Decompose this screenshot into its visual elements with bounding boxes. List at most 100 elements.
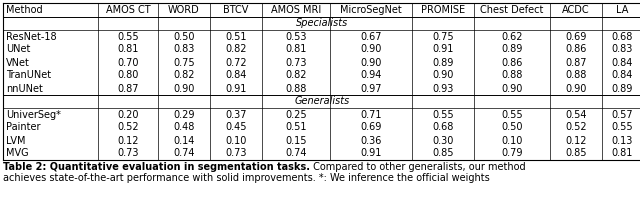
Text: 0.75: 0.75 xyxy=(432,31,454,41)
Text: ACDC: ACDC xyxy=(562,5,590,15)
Text: 0.86: 0.86 xyxy=(501,58,523,68)
Text: 0.29: 0.29 xyxy=(173,110,195,120)
Text: 0.82: 0.82 xyxy=(173,71,195,81)
Text: 0.10: 0.10 xyxy=(225,135,246,145)
Text: 0.82: 0.82 xyxy=(285,71,307,81)
Text: 0.75: 0.75 xyxy=(173,58,195,68)
Text: 0.62: 0.62 xyxy=(501,31,523,41)
Text: Method: Method xyxy=(6,5,43,15)
Text: 0.94: 0.94 xyxy=(360,71,381,81)
Text: 0.14: 0.14 xyxy=(173,135,195,145)
Text: 0.90: 0.90 xyxy=(360,44,381,54)
Text: UNet: UNet xyxy=(6,44,30,54)
Text: 0.55: 0.55 xyxy=(117,31,139,41)
Text: 0.89: 0.89 xyxy=(611,83,633,93)
Text: 0.91: 0.91 xyxy=(225,83,246,93)
Text: TranUNet: TranUNet xyxy=(6,71,51,81)
Text: 0.85: 0.85 xyxy=(432,149,454,159)
Text: 0.15: 0.15 xyxy=(285,135,307,145)
Text: 0.79: 0.79 xyxy=(501,149,523,159)
Text: 0.84: 0.84 xyxy=(611,58,633,68)
Text: 0.72: 0.72 xyxy=(225,58,247,68)
Text: PROMISE: PROMISE xyxy=(421,5,465,15)
Text: 0.55: 0.55 xyxy=(432,110,454,120)
Text: 0.55: 0.55 xyxy=(611,122,633,133)
Text: 0.71: 0.71 xyxy=(360,110,381,120)
Text: 0.70: 0.70 xyxy=(117,58,139,68)
Text: AMOS MRI: AMOS MRI xyxy=(271,5,321,15)
Text: 0.93: 0.93 xyxy=(432,83,454,93)
Text: 0.73: 0.73 xyxy=(225,149,247,159)
Text: 0.13: 0.13 xyxy=(611,135,633,145)
Text: 0.89: 0.89 xyxy=(432,58,454,68)
Text: 0.97: 0.97 xyxy=(360,83,381,93)
Text: 0.90: 0.90 xyxy=(501,83,523,93)
Text: 0.91: 0.91 xyxy=(360,149,381,159)
Text: 0.57: 0.57 xyxy=(611,110,633,120)
Text: 0.50: 0.50 xyxy=(501,122,523,133)
Text: Compared to other generalists, our method: Compared to other generalists, our metho… xyxy=(310,162,525,172)
Text: 0.53: 0.53 xyxy=(285,31,307,41)
Text: 0.91: 0.91 xyxy=(432,44,454,54)
Text: 0.87: 0.87 xyxy=(565,58,587,68)
Text: 0.54: 0.54 xyxy=(565,110,587,120)
Text: 0.88: 0.88 xyxy=(565,71,587,81)
Text: 0.83: 0.83 xyxy=(611,44,633,54)
Text: 0.69: 0.69 xyxy=(360,122,381,133)
Text: 0.88: 0.88 xyxy=(285,83,307,93)
Text: 0.51: 0.51 xyxy=(225,31,247,41)
Text: achieves state-of-the-art performance with solid improvements. *: We inference t: achieves state-of-the-art performance wi… xyxy=(3,173,490,183)
Text: VNet: VNet xyxy=(6,58,30,68)
Text: 0.20: 0.20 xyxy=(117,110,139,120)
Text: AMOS CT: AMOS CT xyxy=(106,5,150,15)
Text: 0.37: 0.37 xyxy=(225,110,247,120)
Text: 0.30: 0.30 xyxy=(432,135,454,145)
Text: Chest Defect: Chest Defect xyxy=(480,5,544,15)
Text: 0.90: 0.90 xyxy=(432,71,454,81)
Text: 0.80: 0.80 xyxy=(117,71,139,81)
Text: 0.82: 0.82 xyxy=(225,44,247,54)
Text: 0.68: 0.68 xyxy=(611,31,633,41)
Text: 0.85: 0.85 xyxy=(565,149,587,159)
Text: 0.52: 0.52 xyxy=(565,122,587,133)
Text: LVM: LVM xyxy=(6,135,26,145)
Text: 0.73: 0.73 xyxy=(285,58,307,68)
Text: MVG: MVG xyxy=(6,149,29,159)
Text: 0.25: 0.25 xyxy=(285,110,307,120)
Text: Specialists: Specialists xyxy=(296,19,349,29)
Text: 0.87: 0.87 xyxy=(117,83,139,93)
Text: UniverSeg*: UniverSeg* xyxy=(6,110,61,120)
Text: 0.84: 0.84 xyxy=(611,71,633,81)
Text: MicroSegNet: MicroSegNet xyxy=(340,5,402,15)
Text: Generalists: Generalists xyxy=(295,96,350,106)
Text: WORD: WORD xyxy=(168,5,200,15)
Text: 0.81: 0.81 xyxy=(611,149,633,159)
Text: 0.74: 0.74 xyxy=(285,149,307,159)
Text: 0.88: 0.88 xyxy=(501,71,523,81)
Text: nnUNet: nnUNet xyxy=(6,83,43,93)
Text: 0.55: 0.55 xyxy=(501,110,523,120)
Text: 0.67: 0.67 xyxy=(360,31,381,41)
Text: 0.12: 0.12 xyxy=(117,135,139,145)
Text: 0.90: 0.90 xyxy=(565,83,587,93)
Text: 0.81: 0.81 xyxy=(117,44,139,54)
Text: 0.81: 0.81 xyxy=(285,44,307,54)
Text: 0.84: 0.84 xyxy=(225,71,246,81)
Text: 0.50: 0.50 xyxy=(173,31,195,41)
Text: 0.69: 0.69 xyxy=(565,31,587,41)
Text: 0.83: 0.83 xyxy=(173,44,195,54)
Text: 0.36: 0.36 xyxy=(360,135,381,145)
Text: 0.48: 0.48 xyxy=(173,122,195,133)
Text: 0.10: 0.10 xyxy=(501,135,523,145)
Text: 0.73: 0.73 xyxy=(117,149,139,159)
Text: 0.74: 0.74 xyxy=(173,149,195,159)
Text: 0.68: 0.68 xyxy=(432,122,454,133)
Text: Painter: Painter xyxy=(6,122,40,133)
Text: 0.86: 0.86 xyxy=(565,44,587,54)
Text: 0.89: 0.89 xyxy=(501,44,523,54)
Text: LA: LA xyxy=(616,5,628,15)
Text: 0.45: 0.45 xyxy=(225,122,247,133)
Text: 0.90: 0.90 xyxy=(360,58,381,68)
Text: Table 2: Quantitative evaluation in segmentation tasks.: Table 2: Quantitative evaluation in segm… xyxy=(3,162,310,172)
Text: 0.90: 0.90 xyxy=(173,83,195,93)
